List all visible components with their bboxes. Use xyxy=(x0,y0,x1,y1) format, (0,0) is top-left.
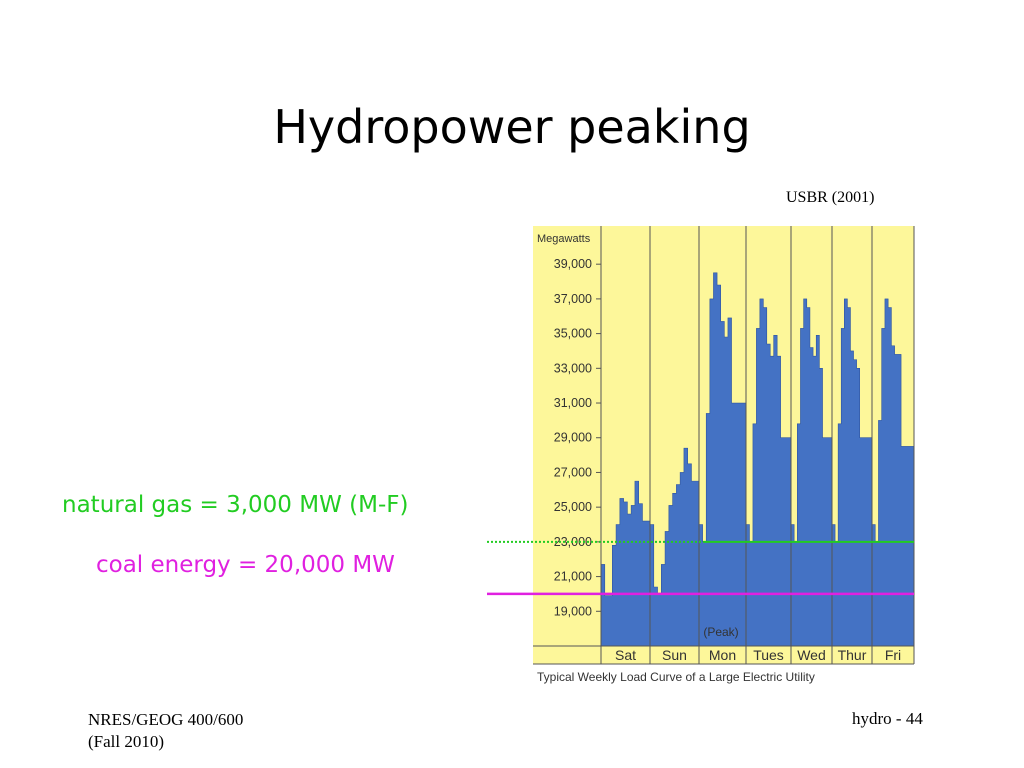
y-tick-label: 19,000 xyxy=(554,604,592,618)
natural-gas-annotation: natural gas = 3,000 MW (M-F) xyxy=(62,492,409,518)
y-tick-label: 37,000 xyxy=(554,292,592,306)
course-footer: NRES/GEOG 400/600 (Fall 2010) xyxy=(88,709,243,753)
day-label: Mon xyxy=(709,647,736,663)
day-label: Tues xyxy=(753,647,784,663)
load-area-series xyxy=(600,272,915,647)
day-label: Thur xyxy=(838,647,867,663)
y-tick-label: 29,000 xyxy=(554,431,592,445)
course-name: NRES/GEOG 400/600 xyxy=(88,710,244,729)
chart-caption: Typical Weekly Load Curve of a Large Ele… xyxy=(537,670,815,684)
coal-annotation: coal energy = 20,000 MW xyxy=(96,552,395,578)
slide-number: hydro - 44 xyxy=(852,709,923,728)
y-tick-label: 25,000 xyxy=(554,500,592,514)
day-label: Sat xyxy=(615,647,636,663)
peak-label: (Peak) xyxy=(703,625,738,639)
y-tick-label: 21,000 xyxy=(554,570,592,584)
y-tick-label: 35,000 xyxy=(554,327,592,341)
day-label: Fri xyxy=(885,647,901,663)
y-tick-label: 27,000 xyxy=(554,465,592,479)
y-tick-label: 39,000 xyxy=(554,257,592,271)
course-term: (Fall 2010) xyxy=(88,732,165,751)
day-label: Wed xyxy=(797,647,826,663)
source-citation: USBR (2001) xyxy=(786,189,875,206)
y-axis-label: Megawatts xyxy=(537,233,591,245)
day-label: Sun xyxy=(662,647,687,663)
slide-title: Hydropower peaking xyxy=(273,100,751,154)
y-tick-label: 31,000 xyxy=(554,396,592,410)
y-tick-label: 33,000 xyxy=(554,361,592,375)
